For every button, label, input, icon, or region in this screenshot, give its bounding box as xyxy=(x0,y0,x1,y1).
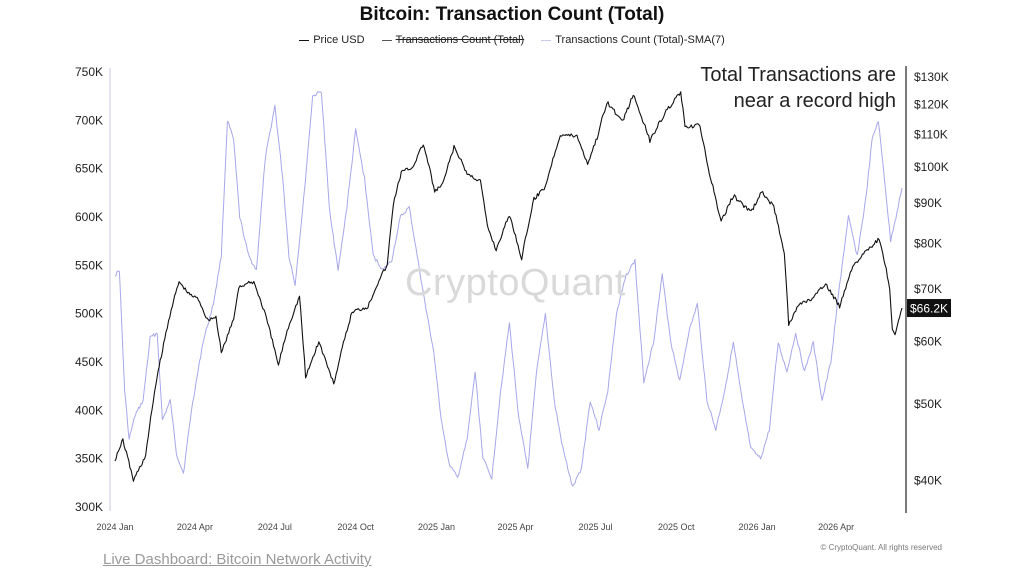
series-lines xyxy=(114,91,903,487)
legend-label-price: Price USD xyxy=(313,34,365,46)
right-tick-label: $120K xyxy=(914,98,949,112)
current-price-label: $66.2K xyxy=(910,302,948,316)
left-tick-label: 700K xyxy=(75,113,103,127)
x-tick-label: 2025 Oct xyxy=(658,522,695,532)
x-axis: 2024 Jan 2024 Apr 2024 Jul 2024 Oct 2025 Jan… xyxy=(96,522,854,532)
series-line-price xyxy=(114,91,903,482)
current-price-tag xyxy=(907,299,951,318)
legend: Price USD Transactions Count (Total) Tra… xyxy=(0,34,1024,46)
left-tick-label: 650K xyxy=(75,162,103,176)
legend-swatch-tx-count xyxy=(381,39,392,41)
right-tick-label: $80K xyxy=(914,236,942,250)
x-tick-label: 2024 Jul xyxy=(258,522,292,532)
right-tick-label: $130K xyxy=(914,70,949,84)
left-tick-label: 500K xyxy=(75,307,103,321)
annotation: Total Transactions are near a record hig… xyxy=(700,64,896,112)
right-tick-label: $60K xyxy=(914,335,942,349)
x-tick-label: 2026 Jan xyxy=(739,522,776,532)
right-tick-label: $50K xyxy=(914,397,942,411)
left-tick-label: 600K xyxy=(75,210,103,224)
legend-label-tx-count: Transactions Count (Total) xyxy=(395,34,525,46)
legend-label-tx-sma: Transactions Count (Total)-SMA(7) xyxy=(555,34,725,46)
left-tick-label: 350K xyxy=(75,452,103,466)
left-tick-label: 550K xyxy=(75,258,103,272)
legend-item-price[interactable]: Price USD xyxy=(299,34,365,46)
right-tick-label: $90K xyxy=(914,196,942,210)
dashboard-link[interactable]: Live Dashboard: Bitcoin Network Activity xyxy=(103,551,372,568)
left-tick-label: 300K xyxy=(75,500,103,514)
legend-item-tx-count[interactable]: Transactions Count (Total) xyxy=(381,34,525,46)
x-tick-label: 2024 Jan xyxy=(96,522,133,532)
copyright: © CryptoQuant. All rights reserved xyxy=(820,543,943,552)
x-tick-label: 2025 Apr xyxy=(498,522,534,532)
right-axis: $130K $120K $110K $100K $90K $80K $70K $60K $50K… xyxy=(905,66,949,513)
right-tick-label: $110K xyxy=(914,127,948,141)
left-tick-label: 400K xyxy=(75,403,103,417)
x-tick-label: 2024 Oct xyxy=(337,522,374,532)
x-tick-label: 2026 Apr xyxy=(818,522,854,532)
right-tick-label: $100K xyxy=(914,160,949,174)
left-tick-label: 750K xyxy=(75,65,103,79)
watermark: CryptoQuant xyxy=(405,262,626,304)
x-tick-label: 2025 Jul xyxy=(578,522,612,532)
chart-title: Bitcoin: Transaction Count (Total) xyxy=(359,4,665,25)
x-tick-label: 2025 Jan xyxy=(418,522,455,532)
series-line-tx-sma xyxy=(114,91,903,487)
right-tick-label: $70K xyxy=(914,282,942,296)
current-price-tag-group: $66.2K xyxy=(907,299,951,318)
right-tick-label: $40K xyxy=(914,473,942,487)
left-tick-label: 450K xyxy=(75,355,103,369)
legend-swatch-price xyxy=(299,39,310,41)
legend-item-tx-sma[interactable]: Transactions Count (Total)-SMA(7) xyxy=(541,34,725,46)
legend-swatch-tx-sma xyxy=(541,39,552,41)
x-tick-label: 2024 Apr xyxy=(177,522,213,532)
left-axis: 750K 700K 650K 600K 550K 500K 450K 400K 350K 300K xyxy=(75,65,111,514)
